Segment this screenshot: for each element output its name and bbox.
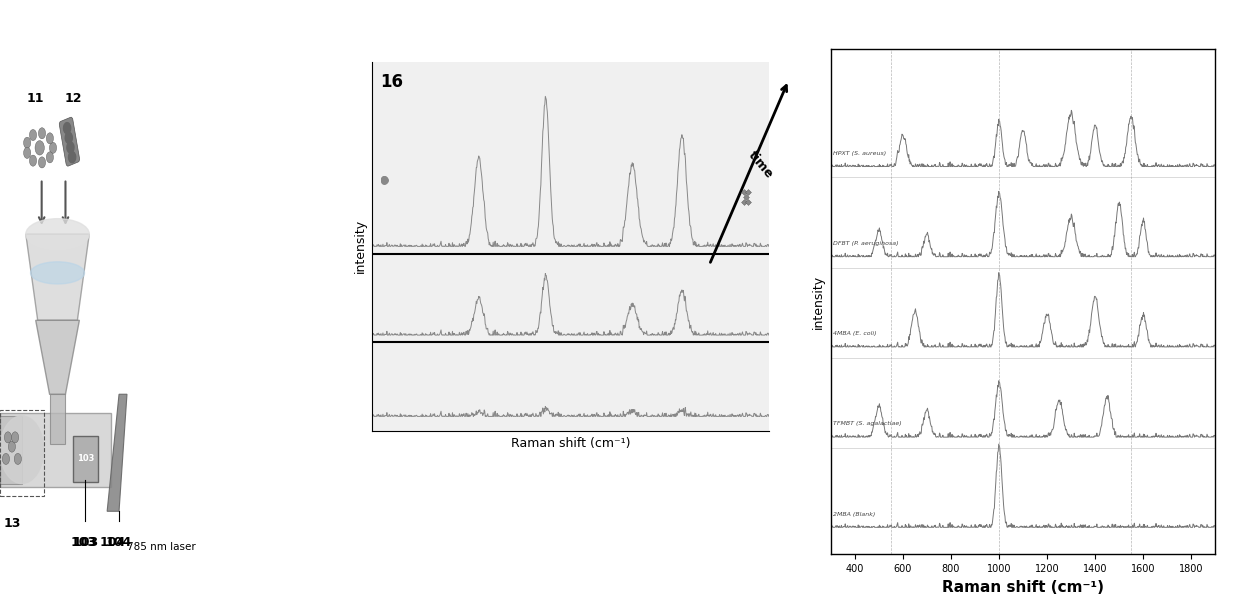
Circle shape (35, 140, 45, 155)
Text: 103: 103 (71, 536, 97, 549)
Circle shape (46, 133, 53, 144)
Ellipse shape (26, 219, 89, 249)
Circle shape (5, 432, 11, 443)
Circle shape (66, 132, 72, 144)
Text: 16: 16 (379, 73, 403, 91)
Text: time: time (745, 149, 776, 181)
Circle shape (11, 432, 19, 443)
Text: 12: 12 (64, 92, 82, 105)
Polygon shape (0, 413, 112, 487)
FancyBboxPatch shape (73, 436, 98, 482)
Text: 2MBA (Blank): 2MBA (Blank) (833, 511, 875, 516)
Y-axis label: intensity: intensity (812, 275, 826, 329)
Circle shape (30, 129, 37, 140)
Y-axis label: intensity: intensity (353, 219, 367, 274)
Text: 11: 11 (27, 92, 45, 105)
Text: 785 nm laser: 785 nm laser (126, 542, 196, 552)
Circle shape (68, 152, 76, 163)
Circle shape (2, 453, 10, 464)
Text: 13: 13 (4, 517, 21, 530)
X-axis label: Raman shift (cm⁻¹): Raman shift (cm⁻¹) (511, 437, 630, 450)
Polygon shape (50, 394, 66, 444)
Polygon shape (26, 234, 89, 320)
Circle shape (50, 142, 57, 153)
Text: 103: 103 (72, 536, 98, 549)
Circle shape (15, 453, 21, 464)
Circle shape (46, 152, 53, 163)
Text: TFMBT (S. agalactiae): TFMBT (S. agalactiae) (833, 421, 901, 426)
Text: 4MBA (E. coli): 4MBA (E. coli) (833, 331, 877, 336)
Circle shape (38, 128, 46, 139)
Text: HPXT (S. aureus): HPXT (S. aureus) (833, 151, 887, 156)
Polygon shape (107, 394, 126, 511)
Circle shape (24, 137, 31, 148)
Text: DFBT (P. aeruginosa): DFBT (P. aeruginosa) (833, 241, 899, 246)
X-axis label: Raman shift (cm⁻¹): Raman shift (cm⁻¹) (942, 580, 1104, 594)
Circle shape (63, 123, 71, 134)
Circle shape (38, 157, 46, 168)
Circle shape (9, 441, 15, 452)
Circle shape (24, 147, 31, 158)
FancyBboxPatch shape (60, 117, 79, 166)
Circle shape (30, 155, 37, 166)
Polygon shape (0, 416, 22, 484)
Polygon shape (36, 320, 79, 394)
Text: 104: 104 (105, 536, 133, 549)
Ellipse shape (31, 262, 84, 284)
Text: 103: 103 (77, 455, 94, 463)
Text: 104: 104 (100, 536, 126, 549)
Circle shape (67, 142, 74, 153)
Ellipse shape (0, 416, 43, 484)
